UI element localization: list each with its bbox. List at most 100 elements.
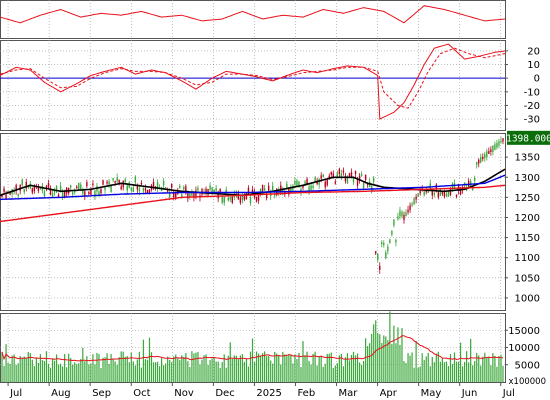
- volume-bar: [175, 354, 177, 382]
- volume-bar: [371, 333, 373, 382]
- candle-up: [318, 178, 320, 185]
- candle-up: [401, 211, 403, 217]
- volume-bar: [142, 339, 145, 382]
- x-tick-label: Nov: [174, 388, 194, 399]
- candle-up: [486, 151, 488, 158]
- volume-bar: [231, 358, 233, 382]
- volume-bar: [255, 351, 258, 382]
- volume-bar: [62, 366, 64, 382]
- volume-bar: [122, 351, 124, 382]
- volume-bar: [235, 355, 237, 382]
- candle-up: [241, 195, 244, 201]
- x-tick-label: Jul: [502, 388, 515, 399]
- volume-bar: [45, 351, 48, 382]
- volume-bar: [324, 363, 326, 382]
- volume-bar: [1, 351, 3, 382]
- candle-up: [124, 179, 126, 183]
- candle-down: [342, 170, 345, 173]
- volume-bar: [245, 358, 248, 382]
- volume-bar: [484, 352, 486, 382]
- candle-up: [55, 186, 58, 192]
- candle-down: [324, 181, 326, 188]
- volume-bar: [219, 367, 221, 382]
- volume-bar: [88, 364, 90, 382]
- candle-up: [168, 191, 171, 198]
- volume-bar: [492, 353, 494, 382]
- volume-bar: [318, 356, 320, 382]
- volume-bar: [41, 360, 44, 382]
- volume-bar: [171, 362, 173, 382]
- candle-up: [387, 246, 389, 252]
- volume-bar: [239, 355, 241, 382]
- candle-down: [449, 188, 452, 195]
- candle-down: [148, 189, 151, 193]
- volume-bar: [207, 364, 209, 382]
- volume-bar: [302, 341, 304, 382]
- volume-bar: [344, 357, 347, 382]
- volume-bar: [68, 353, 70, 382]
- volume-bar: [425, 356, 427, 382]
- volume-bar: [443, 362, 446, 382]
- volume-bar: [114, 361, 116, 382]
- candle-down: [57, 194, 60, 197]
- candle-down: [379, 265, 381, 270]
- candle-down: [175, 192, 177, 198]
- volume-bar: [300, 367, 302, 382]
- volume-bar: [201, 359, 203, 382]
- candle-down: [261, 184, 264, 191]
- volume-bar: [411, 352, 413, 382]
- volume-bar: [177, 358, 179, 382]
- volume-bar: [423, 360, 425, 382]
- volume-bar: [308, 360, 310, 382]
- volume-bar: [100, 368, 102, 382]
- volume-bar: [80, 358, 82, 382]
- candle-down: [354, 170, 357, 175]
- candle-down: [320, 175, 322, 179]
- candle-up: [132, 187, 135, 192]
- candle-up: [381, 242, 383, 245]
- volume-bar: [128, 362, 130, 382]
- volume-tick-label: 15000: [508, 326, 540, 337]
- volume-bar: [286, 355, 288, 382]
- candle-down: [170, 183, 173, 188]
- candle-down: [459, 189, 462, 195]
- volume-bar: [290, 354, 292, 382]
- candle-down: [37, 187, 40, 191]
- volume-bar: [209, 360, 211, 382]
- volume-bar: [486, 357, 488, 382]
- candle-up: [346, 178, 349, 184]
- volume-panel: 15000 10000 5000 x100000: [0, 311, 546, 387]
- volume-bar: [221, 362, 223, 382]
- volume-bar: [165, 363, 167, 382]
- candle-up: [80, 184, 82, 190]
- volume-bar: [144, 359, 147, 382]
- volume-tick-label: 5000: [515, 360, 540, 371]
- candle-up: [492, 145, 494, 152]
- volume-bar: [25, 358, 27, 382]
- price-tick-label: 1200: [515, 213, 540, 224]
- oscillator-panel: [0, 0, 506, 39]
- candle-down: [467, 180, 470, 187]
- volume-bar: [261, 353, 264, 382]
- volume-bar: [13, 354, 15, 382]
- candle-up: [197, 187, 199, 191]
- candle-up: [142, 187, 145, 192]
- volume-bar: [217, 361, 219, 382]
- candle-down: [348, 173, 351, 177]
- volume-bar: [7, 362, 9, 382]
- candle-up: [104, 186, 106, 190]
- candle-down: [185, 186, 187, 193]
- x-tick-label: Feb: [297, 388, 315, 399]
- candle-down: [15, 184, 17, 192]
- volume-bar: [249, 351, 252, 382]
- volume-bar: [276, 353, 278, 382]
- candle-up: [322, 174, 324, 178]
- candle-up: [191, 191, 193, 196]
- candle-up: [69, 185, 72, 188]
- volume-bar: [126, 356, 128, 382]
- candle-down: [255, 196, 258, 202]
- candle-up: [377, 253, 379, 260]
- oscillator-frame: [0, 0, 506, 39]
